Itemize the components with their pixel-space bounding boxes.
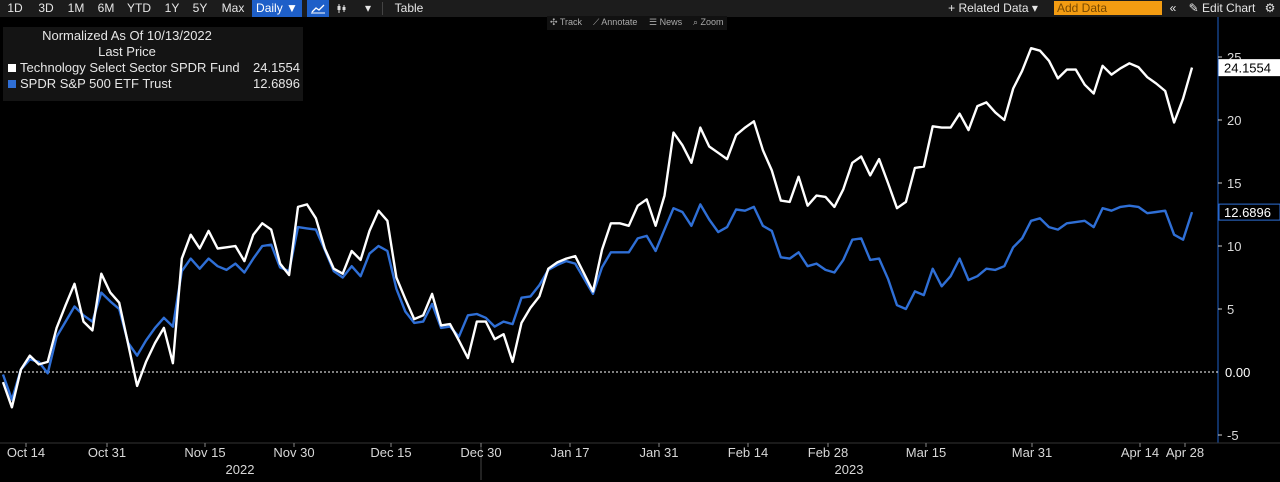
zero-label: 0.00 [1225, 365, 1250, 380]
y-tick-label: -5 [1227, 428, 1239, 443]
range-1d-button[interactable]: 1D [7, 1, 23, 15]
y-axis-panel [1218, 17, 1280, 445]
chart-type-dropdown-icon[interactable]: ▾ [364, 1, 372, 15]
y-tick-label: 15 [1227, 176, 1241, 191]
legend-value-spy: 12.6896 [253, 76, 300, 91]
y-tick-label: 10 [1227, 239, 1241, 254]
x-tick-label: Nov 30 [273, 445, 314, 460]
x-tick-label: Apr 28 [1166, 445, 1204, 460]
edit-chart-button[interactable]: ✎ Edit Chart [1188, 1, 1256, 15]
range-max-button[interactable]: Max [221, 1, 245, 15]
x-tick-label: Apr 14 [1121, 445, 1159, 460]
collapse-icon[interactable]: « [1169, 1, 1177, 15]
legend-normalization-text: Normalized As Of 10/13/2022 [42, 28, 212, 43]
period-dropdown[interactable]: Daily ▼ [252, 0, 302, 17]
x-tick-label: Jan 17 [550, 445, 589, 460]
legend-name-xlk: Technology Select Sector SPDR Fund [20, 60, 240, 75]
x-tick-label: Oct 31 [88, 445, 126, 460]
legend-value-xlk: 24.1554 [253, 60, 300, 75]
x-tick-label: Feb 14 [728, 445, 768, 460]
zero-label-box [1219, 365, 1280, 380]
range-6m-button[interactable]: 6M [97, 1, 115, 15]
year-label: 2022 [226, 462, 255, 477]
chart-toolbar: 1D 3D 1M 6M YTD 1Y 5Y Max Daily ▼ ▾ Tabl… [0, 0, 1280, 17]
x-tick-label: Dec 30 [460, 445, 501, 460]
last-value-label-0: 24.1554 [1224, 61, 1271, 76]
series-line-1 [1, 203, 1194, 401]
range-5y-button[interactable]: 5Y [192, 1, 208, 15]
legend-entry-xlk[interactable]: Technology Select Sector SPDR Fund 24.15… [8, 60, 300, 76]
y-tick-label: 20 [1227, 113, 1241, 128]
x-ticks: Oct 14 Oct 31 Nov 15 Nov 30 Dec 15 Dec 30 Jan … [7, 443, 1204, 477]
legend-entry-spy[interactable]: SPDR S&P 500 ETF Trust 12.6896 [8, 76, 300, 92]
range-ytd-button[interactable]: YTD [127, 1, 151, 15]
range-1m-button[interactable]: 1M [67, 1, 85, 15]
last-value-box-1 [1218, 203, 1280, 221]
news-button[interactable]: ☰ News [649, 17, 683, 27]
x-tick-label: Oct 14 [7, 445, 45, 460]
x-tick-label: Jan 31 [639, 445, 678, 460]
legend-field-text: Last Price [98, 44, 156, 59]
range-3d-button[interactable]: 3D [38, 1, 54, 15]
table-button[interactable]: Table [394, 1, 424, 15]
annotate-button[interactable]: ⟋ Annotate [593, 17, 638, 27]
year-label: 2023 [835, 462, 864, 477]
legend-swatch-spy [8, 80, 16, 88]
legend-swatch-xlk [8, 64, 16, 72]
chart-tools-bar: ✣ Track ⟋ Annotate ☰ News ⌕ Zoom [547, 16, 727, 30]
series-lines [1, 47, 1194, 409]
range-1y-button[interactable]: 1Y [164, 1, 180, 15]
add-data-input[interactable] [1054, 1, 1162, 15]
zoom-button[interactable]: ⌕ Zoom [693, 17, 724, 27]
series-line-0 [1, 47, 1194, 409]
settings-icon[interactable]: ⚙ [1264, 1, 1276, 15]
legend-box: Normalized As Of 10/13/2022 Last Price T… [3, 27, 303, 101]
x-tick-label: Mar 15 [906, 445, 946, 460]
x-tick-label: Dec 15 [370, 445, 411, 460]
track-button[interactable]: ✣ Track [550, 17, 583, 27]
legend-name-spy: SPDR S&P 500 ETF Trust [20, 76, 172, 91]
last-value-box-0 [1218, 59, 1280, 77]
last-value-labels: 24.1554 12.6896 [1218, 59, 1280, 221]
x-tick-label: Nov 15 [184, 445, 225, 460]
toolbar-divider [382, 2, 383, 15]
line-chart-icon[interactable] [307, 0, 329, 17]
related-data-button[interactable]: + Related Data ▾ [948, 1, 1038, 15]
x-tick-label: Mar 31 [1012, 445, 1052, 460]
last-value-label-1: 12.6896 [1224, 205, 1271, 220]
x-tick-label: Feb 28 [808, 445, 848, 460]
y-tick-label: 5 [1227, 302, 1234, 317]
candlestick-icon[interactable] [331, 0, 353, 17]
